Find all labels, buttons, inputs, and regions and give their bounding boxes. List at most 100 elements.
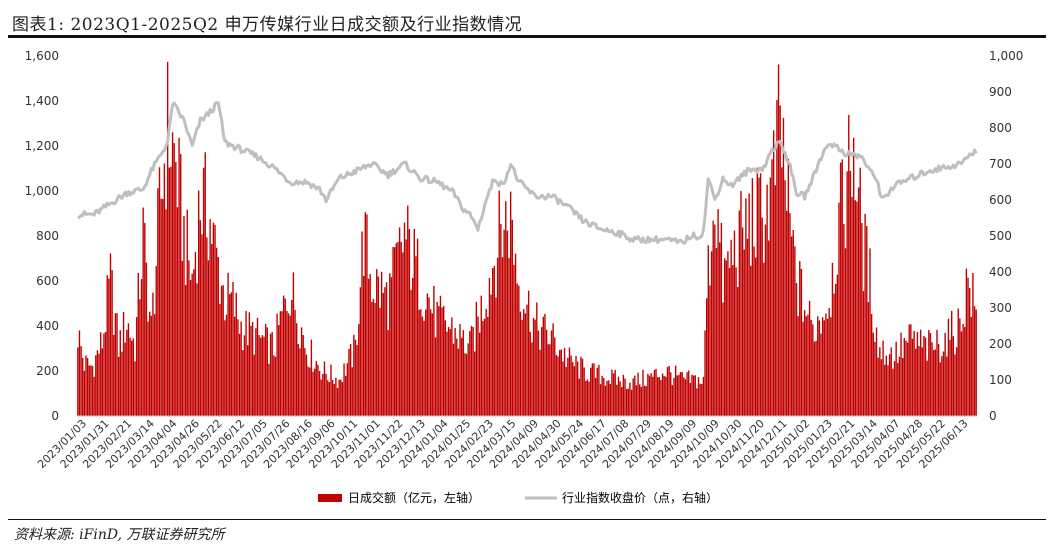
turnover-bar [634,375,636,416]
turnover-bar [710,251,713,416]
turnover-bar [90,365,92,416]
turnover-bar [253,354,255,416]
turnover-bar [753,246,755,416]
turnover-bar [950,310,953,416]
turnover-bar [345,375,347,416]
turnover-bar [681,372,683,416]
turnover-bar [756,167,758,416]
turnover-bar [304,348,306,416]
turnover-bar [598,364,600,416]
turnover-bar [398,227,401,416]
turnover-bar [616,384,618,416]
turnover-bar [673,377,675,416]
turnover-bar [209,219,211,416]
turnover-bar [661,373,664,416]
turnover-bar [425,309,427,416]
turnover-bar [229,294,231,416]
turnover-bar [740,191,742,416]
turnover-bar [967,277,969,416]
turnover-bar [668,366,670,416]
turnover-bar [918,346,920,416]
turnover-bar [207,260,210,416]
turnover-bar [132,338,135,416]
turnover-bar [562,361,564,416]
turnover-bar [188,260,190,416]
turnover-bar [495,297,497,416]
turnover-bar [578,378,580,416]
turnover-bar [309,367,311,416]
legend-line-label: 行业指数收盘价（点，右轴） [562,490,718,505]
turnover-bar [869,248,871,416]
turnover-bar [800,268,803,416]
turnover-bar [593,363,595,416]
turnover-bar [508,257,510,416]
right-tick-label: 0 [989,409,997,423]
turnover-bar [171,132,174,416]
turnover-bar [232,281,234,416]
turnover-bar [799,261,801,416]
turnover-bar [534,319,536,416]
turnover-bar [256,317,259,416]
turnover-bar [893,361,896,416]
turnover-bar [674,365,677,416]
turnover-bar [98,353,100,416]
turnover-bar [919,329,922,416]
turnover-bar [617,376,620,416]
turnover-bar [882,340,884,416]
turnover-bar [160,198,162,416]
turnover-bar [436,301,438,416]
turnover-bar [170,166,172,416]
turnover-bar [362,275,365,416]
turnover-bar [263,336,265,416]
turnover-bar [884,364,886,416]
turnover-bar [374,302,376,416]
turnover-bar [514,253,517,416]
turnover-bar [813,341,816,416]
turnover-bar [957,308,959,416]
turnover-bar [411,277,414,416]
turnover-bar [921,347,923,416]
turnover-bar [225,314,228,416]
turnover-bar [851,196,853,416]
turnover-bar [632,378,634,416]
line-series-index [77,101,978,245]
turnover-bar [327,380,329,416]
turnover-bar [312,371,314,416]
turnover-bar [527,290,530,416]
turnover-bar [944,332,946,416]
turnover-bar [248,312,251,416]
turnover-bar [251,321,254,416]
turnover-bar [642,369,644,416]
turnover-bar [915,348,917,416]
turnover-bar [836,274,839,416]
turnover-bar [493,266,496,416]
turnover-bar [670,372,672,416]
turnover-bar [576,361,579,416]
turnover-bar [377,276,380,416]
turnover-bar [965,268,968,416]
turnover-bar [80,346,82,416]
turnover-bar [640,386,643,416]
turnover-bar [820,333,822,416]
turnover-bar [446,331,448,416]
turnover-bar [701,384,703,416]
turnover-bar [358,324,360,416]
turnover-bar [810,319,812,416]
turnover-bar [772,130,775,416]
turnover-bar [539,349,541,416]
turnover-bar [777,64,780,416]
turnover-bar [537,330,540,416]
turnover-bar [148,311,151,416]
turnover-bar [630,389,633,416]
turnover-bar [477,316,479,416]
turnover-bar [313,368,316,416]
turnover-bar [367,278,370,416]
turnover-bar [180,153,182,416]
turnover-bar [563,347,566,416]
turnover-bar [815,340,817,416]
turnover-bar [931,342,933,416]
turnover-bar [764,224,767,416]
right-tick-label: 700 [989,157,1012,171]
turnover-bar [541,327,543,416]
turnover-bar [162,199,164,416]
